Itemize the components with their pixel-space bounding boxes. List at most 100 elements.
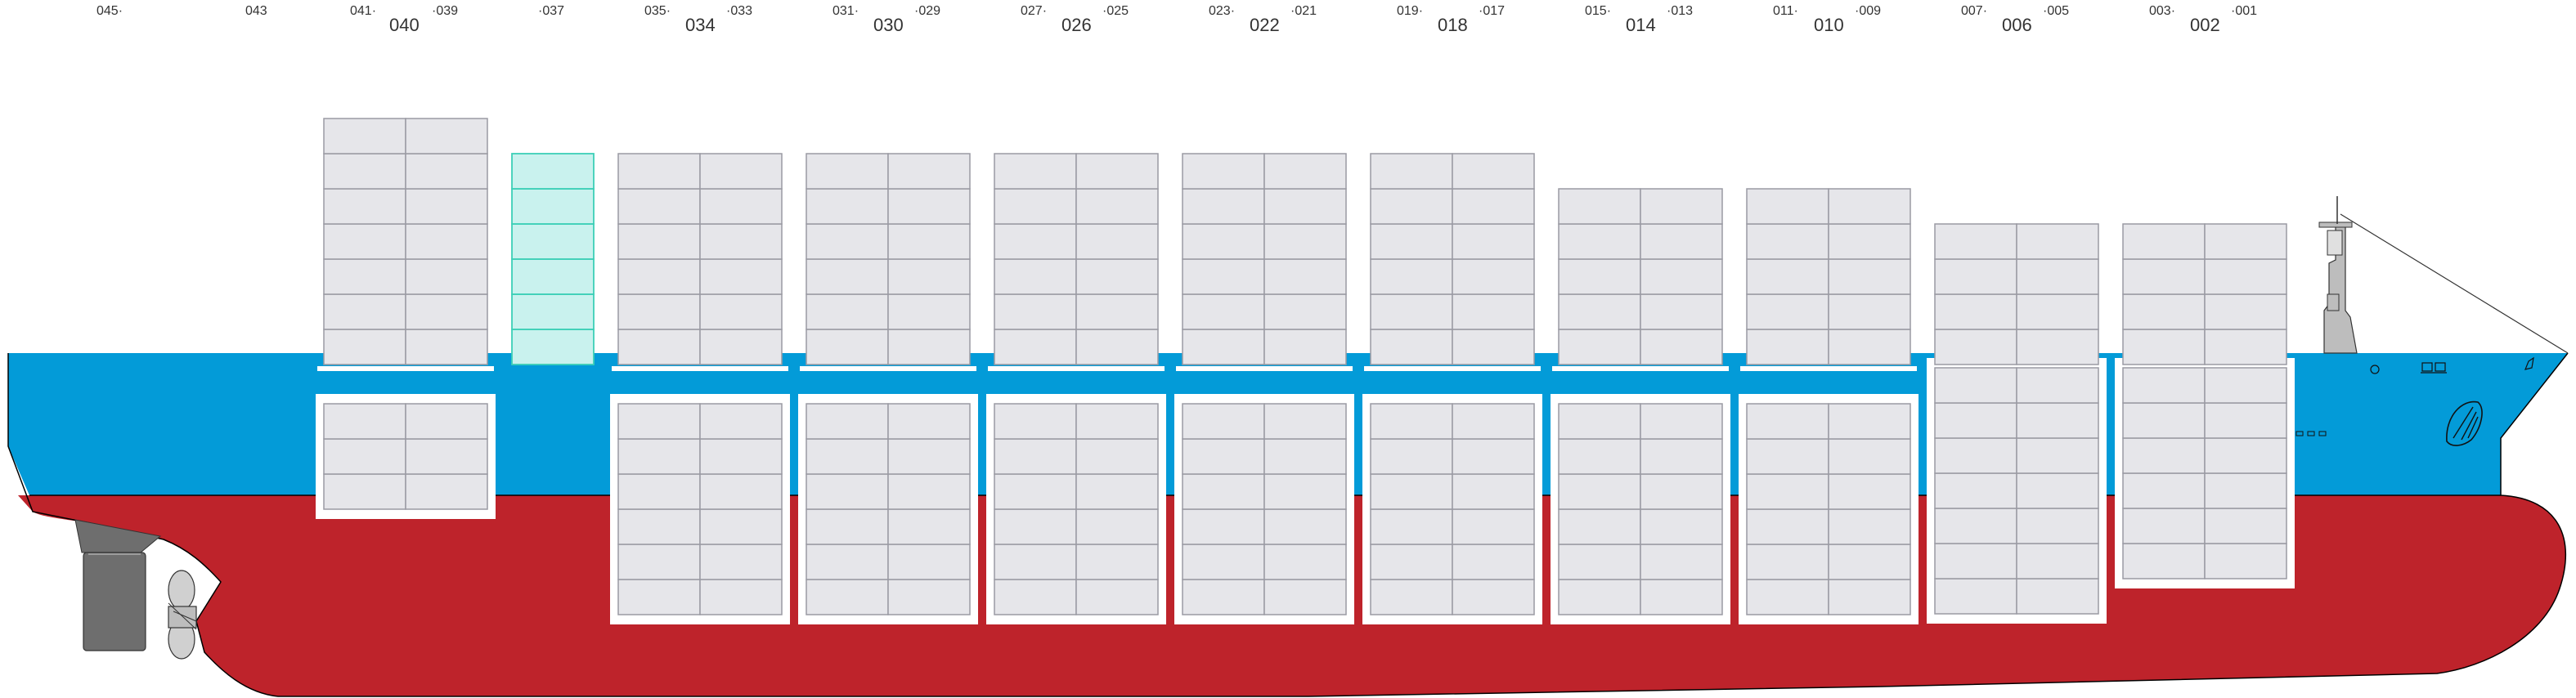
container bbox=[1075, 544, 1159, 580]
container bbox=[806, 403, 889, 440]
container bbox=[511, 293, 595, 330]
container bbox=[806, 258, 889, 295]
container bbox=[405, 118, 488, 154]
bay-label-035: 035· bbox=[644, 4, 671, 18]
container bbox=[1934, 543, 2017, 579]
container bbox=[1075, 438, 1159, 475]
container bbox=[2016, 258, 2099, 295]
container bbox=[323, 258, 406, 295]
container bbox=[1746, 258, 1829, 295]
container bbox=[887, 473, 971, 510]
bay-label-040: 040 bbox=[389, 15, 420, 35]
hull-outline bbox=[7, 352, 2569, 697]
container bbox=[1452, 153, 1535, 190]
container bbox=[1828, 473, 1911, 510]
container bbox=[887, 579, 971, 615]
bay-label-017: ·017 bbox=[1479, 4, 1505, 18]
container bbox=[1263, 223, 1347, 260]
container bbox=[699, 508, 783, 545]
container bbox=[1182, 473, 1265, 510]
container bbox=[2122, 367, 2206, 404]
container bbox=[405, 188, 488, 225]
container bbox=[2016, 293, 2099, 330]
container bbox=[1182, 579, 1265, 615]
bay-label-001: ·001 bbox=[2231, 4, 2257, 18]
container bbox=[1263, 153, 1347, 190]
container bbox=[887, 258, 971, 295]
container bbox=[1370, 579, 1453, 615]
bay-labels: 045· 043 041· 040 ·039 ·037 035· 034 ·03… bbox=[96, 4, 2257, 35]
container bbox=[1452, 293, 1535, 330]
container bbox=[405, 293, 488, 330]
deck-stack-006 bbox=[1934, 223, 2099, 365]
container bbox=[1640, 403, 1723, 440]
container bbox=[1828, 293, 1911, 330]
container bbox=[1263, 473, 1347, 510]
container bbox=[1640, 438, 1723, 475]
bay-label-022: 022 bbox=[1250, 15, 1280, 35]
container bbox=[1452, 544, 1535, 580]
container bbox=[405, 473, 488, 510]
container bbox=[617, 403, 701, 440]
bridge-wing bbox=[2318, 221, 2353, 228]
container bbox=[405, 438, 488, 475]
deck-stack-018 bbox=[1370, 153, 1535, 365]
container bbox=[2016, 402, 2099, 439]
container bbox=[994, 508, 1077, 545]
container bbox=[699, 258, 783, 295]
container bbox=[1263, 508, 1347, 545]
deck-stack-014 bbox=[1558, 188, 1723, 365]
container bbox=[1934, 293, 2017, 330]
container bbox=[1075, 403, 1159, 440]
hatch-pad bbox=[1552, 366, 1729, 371]
container bbox=[806, 473, 889, 510]
container bbox=[887, 544, 971, 580]
container bbox=[1746, 473, 1829, 510]
container bbox=[806, 579, 889, 615]
container bbox=[1640, 473, 1723, 510]
bridge-window bbox=[2327, 230, 2343, 256]
container bbox=[806, 544, 889, 580]
container bbox=[1746, 438, 1829, 475]
bay-label-023: 023· bbox=[1209, 4, 1235, 18]
container bbox=[994, 473, 1077, 510]
bay-label-011: 011· bbox=[1773, 4, 1798, 18]
container bbox=[2204, 472, 2287, 509]
container bbox=[1934, 472, 2017, 509]
container bbox=[887, 403, 971, 440]
container bbox=[1640, 188, 1723, 225]
container bbox=[323, 329, 406, 365]
container bbox=[887, 438, 971, 475]
container bbox=[699, 188, 783, 225]
container bbox=[1075, 223, 1159, 260]
port-light-1 bbox=[2296, 431, 2304, 436]
bay-label-045: 045· bbox=[96, 4, 123, 18]
container bbox=[1640, 544, 1723, 580]
container bbox=[2204, 402, 2287, 439]
container bbox=[1452, 188, 1535, 225]
container bbox=[994, 223, 1077, 260]
container bbox=[1934, 223, 2017, 260]
container bbox=[699, 153, 783, 190]
container bbox=[699, 579, 783, 615]
container bbox=[2122, 472, 2206, 509]
container bbox=[1934, 508, 2017, 544]
container bbox=[994, 438, 1077, 475]
container bbox=[511, 329, 595, 365]
container bbox=[1075, 293, 1159, 330]
container bbox=[1746, 403, 1829, 440]
container bbox=[1558, 223, 1641, 260]
container bbox=[1558, 293, 1641, 330]
container bbox=[2204, 258, 2287, 295]
container bbox=[1558, 403, 1641, 440]
container bbox=[1640, 579, 1723, 615]
container bbox=[511, 223, 595, 260]
container bbox=[2204, 508, 2287, 544]
bay-label-030: 030 bbox=[873, 15, 904, 35]
hatch-pad bbox=[1740, 366, 1917, 371]
bay-label-014: 014 bbox=[1626, 15, 1656, 35]
container bbox=[2016, 578, 2099, 615]
bow-thruster-mark bbox=[2524, 356, 2534, 370]
container bbox=[1452, 258, 1535, 295]
